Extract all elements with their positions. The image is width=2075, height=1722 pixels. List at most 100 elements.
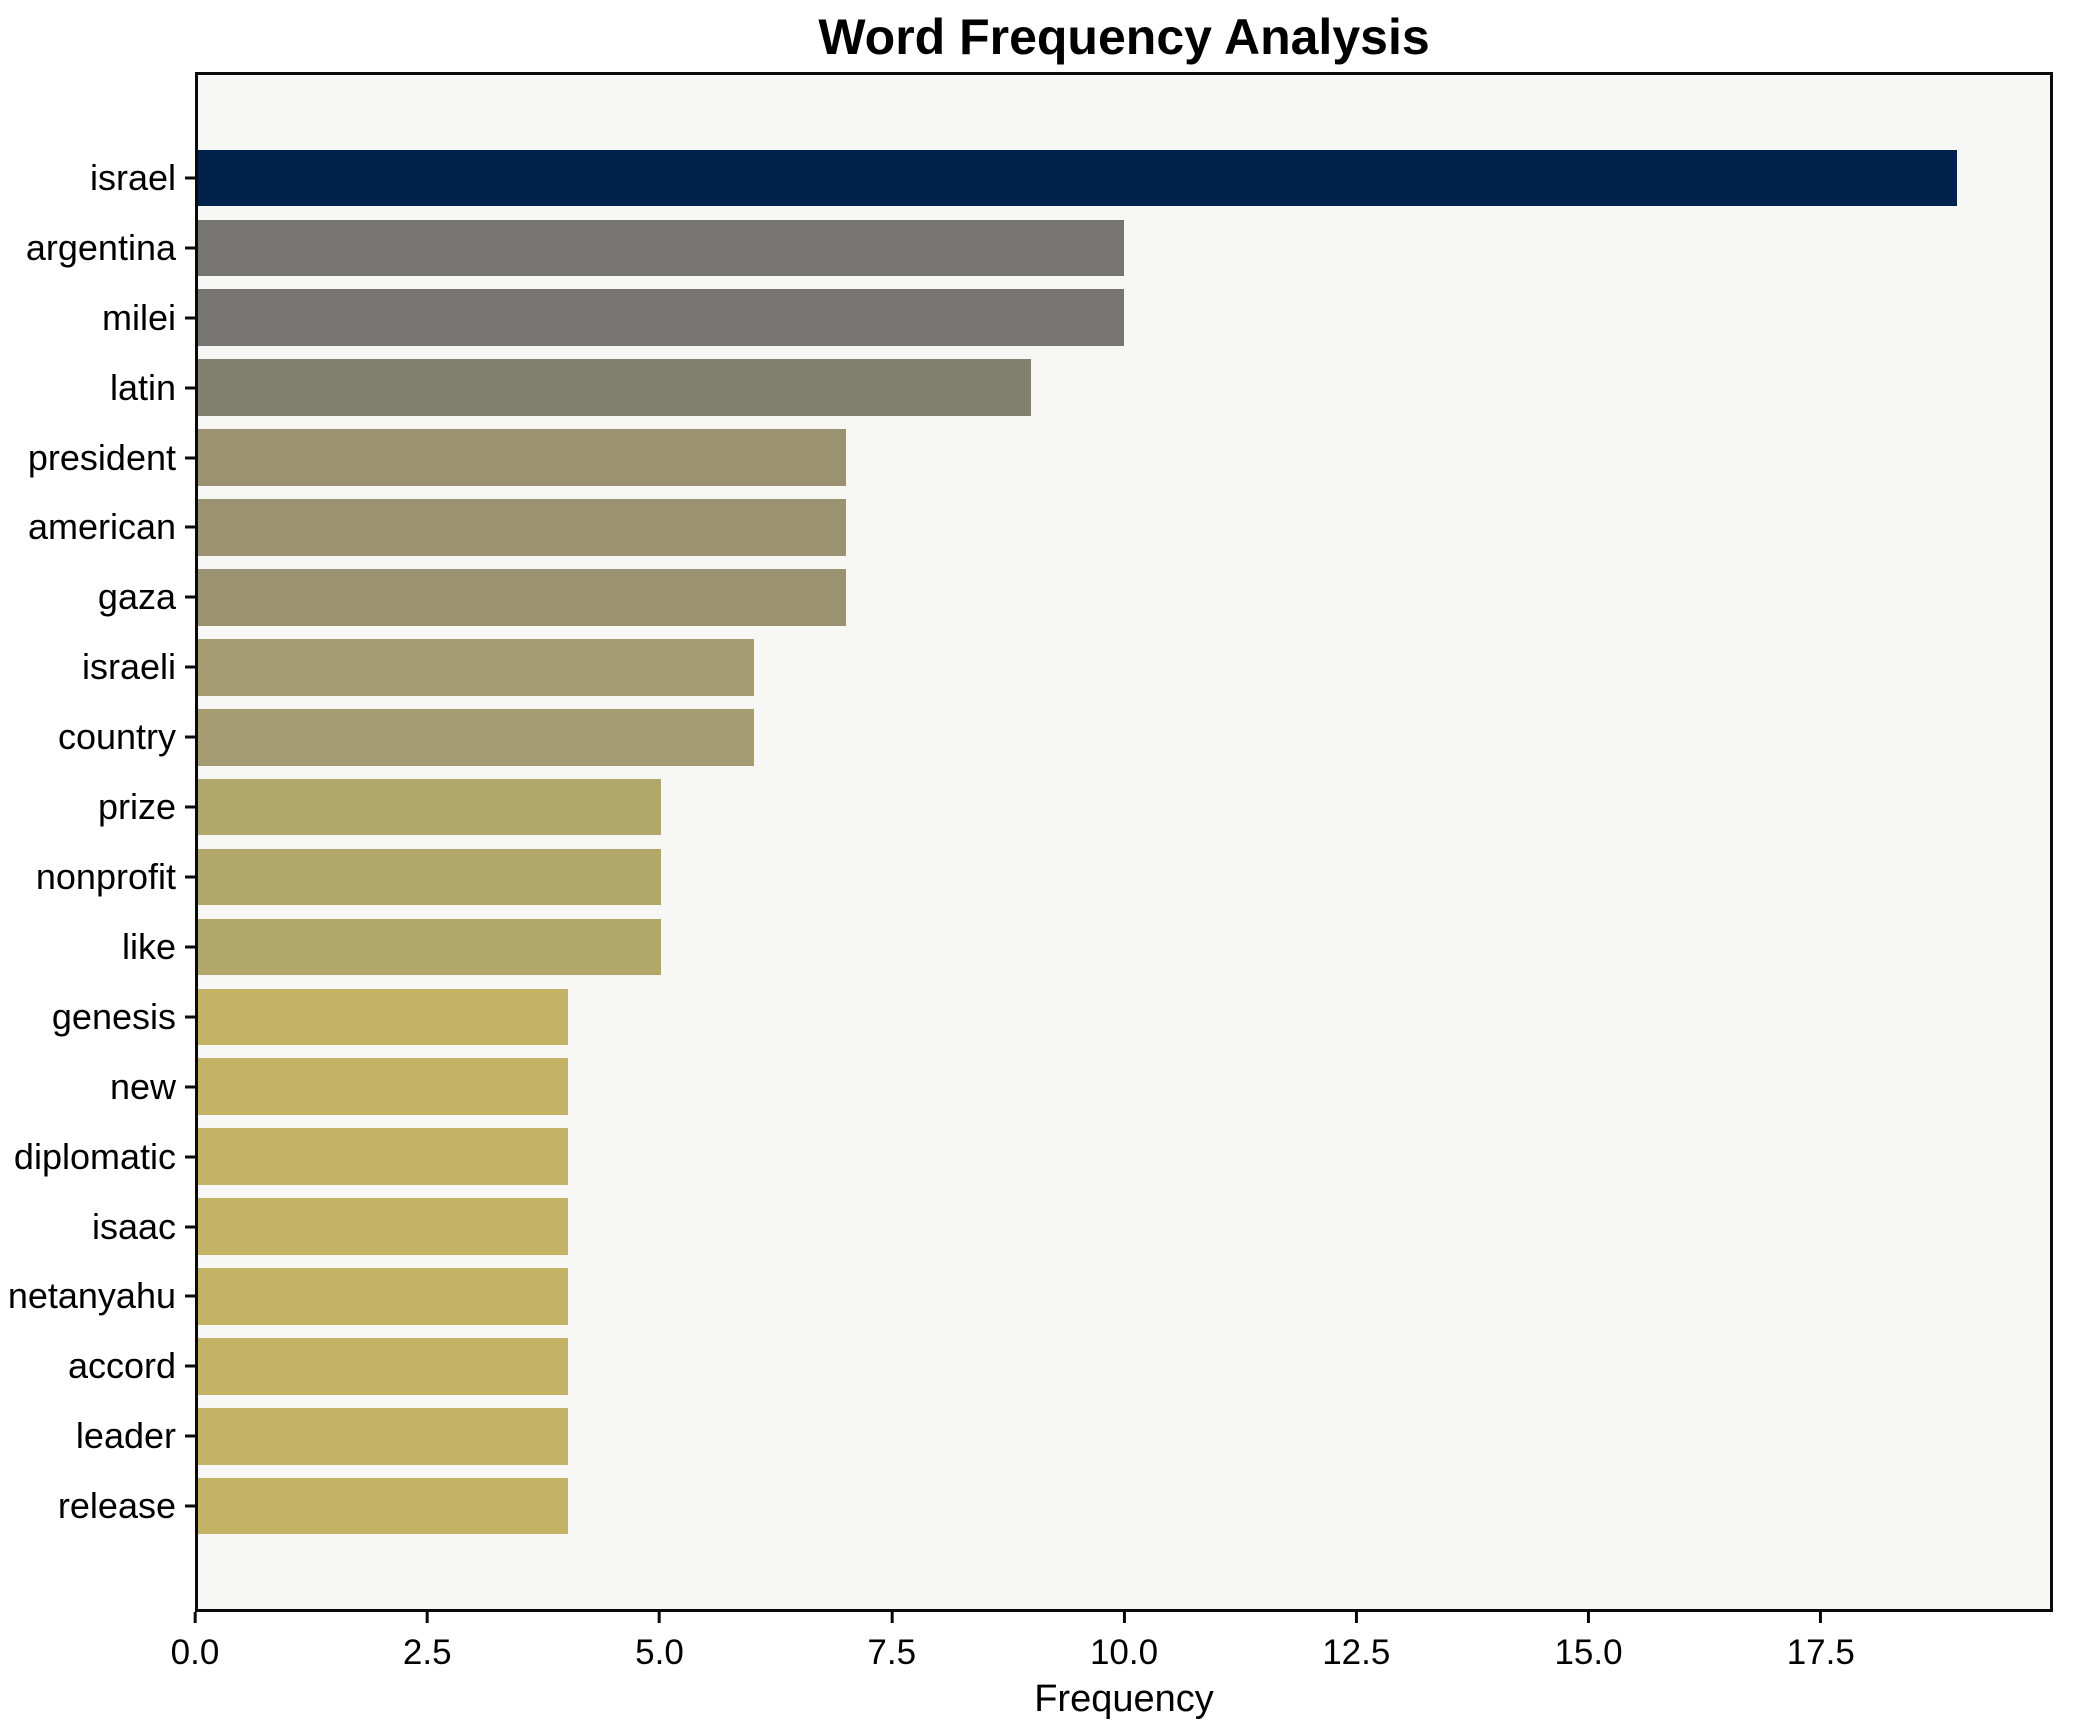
x-tick: 7.5 (867, 1612, 916, 1670)
bar-argentina (198, 219, 1124, 277)
bar-new (198, 1058, 569, 1116)
bar-israel (198, 149, 1958, 207)
y-tick-mark (185, 1155, 195, 1159)
x-tick-label: 5.0 (635, 1633, 684, 1672)
bar-netanyahu (198, 1268, 569, 1325)
y-tick-mark (185, 735, 195, 739)
y-tick-mark (185, 176, 195, 180)
y-tick-mark (185, 805, 195, 809)
y-tick-label: milei (101, 296, 176, 338)
bar-prize (198, 778, 661, 836)
x-tick: 0.0 (170, 1612, 220, 1672)
bar-row: milei (102, 283, 2050, 353)
y-tick-mark (185, 316, 195, 320)
y-tick-mark (185, 456, 195, 460)
bar-row: new (110, 1052, 2050, 1122)
x-tick-mark (890, 1612, 894, 1623)
bar-row: israeli (82, 632, 2050, 702)
bar-american (198, 499, 847, 556)
bars-container: israel argentina milei latin president americ… (8, 75, 2050, 1609)
y-tick-mark (185, 595, 195, 599)
bar-row: diplomatic (14, 1122, 2050, 1192)
y-tick-mark (185, 1225, 195, 1229)
x-tick-mark (1122, 1612, 1126, 1623)
y-tick-label: president (27, 436, 176, 478)
y-tick-mark (185, 875, 195, 879)
y-tick-mark (185, 386, 195, 390)
bar-row: netanyahu (8, 1262, 2050, 1332)
bar-isaac (198, 1198, 569, 1255)
y-tick-mark (185, 1364, 195, 1368)
y-tick-mark (185, 1015, 195, 1019)
y-tick-mark (185, 246, 195, 250)
x-tick-label: 2.5 (402, 1633, 452, 1672)
bar-release (198, 1477, 569, 1535)
y-tick-label: new (109, 1065, 176, 1107)
x-tick: 15.0 (1554, 1612, 1623, 1672)
x-tick-label: 7.5 (867, 1633, 917, 1672)
bar-israeli (198, 638, 754, 696)
y-tick-label: isaac (91, 1205, 176, 1247)
y-tick-label: nonprofit (35, 856, 176, 898)
y-tick-mark (185, 665, 195, 669)
bar-row: isaac (92, 1192, 2050, 1262)
y-tick-label: israel (89, 156, 176, 198)
bar-country (198, 708, 754, 766)
y-tick-label: diplomatic (13, 1135, 176, 1177)
bar-row: like (122, 912, 2050, 982)
bar-diplomatic (198, 1128, 569, 1185)
bar-row: israel (90, 143, 2050, 213)
y-tick-mark (185, 1085, 195, 1089)
bar-row: nonprofit (36, 842, 2050, 912)
bar-genesis (198, 988, 569, 1046)
bar-row: genesis (52, 982, 2050, 1052)
y-tick-label: genesis (51, 995, 176, 1037)
x-tick: 12.5 (1322, 1612, 1390, 1670)
y-tick-label: accord (67, 1345, 176, 1387)
y-tick-label: gaza (97, 576, 176, 618)
bar-milei (198, 289, 1124, 347)
bar-row: argentina (26, 213, 2050, 283)
y-tick-mark (185, 945, 195, 949)
bar-row: american (28, 493, 2050, 563)
x-tick-label: 15.0 (1554, 1633, 1623, 1672)
x-tick-mark (193, 1612, 197, 1623)
chart-title: Word Frequency Analysis (818, 9, 1430, 65)
y-tick-mark (185, 1504, 195, 1508)
bar-row: latin (110, 353, 2050, 423)
bar-row: country (58, 702, 2050, 772)
x-tick-label: 10.0 (1089, 1633, 1159, 1672)
bar-row: prize (98, 772, 2050, 842)
bar-president (198, 429, 847, 486)
bar-row: gaza (98, 562, 2050, 632)
bar-row: accord (68, 1331, 2050, 1401)
x-tick: 17.5 (1787, 1612, 1855, 1670)
x-tick-mark (658, 1612, 661, 1623)
x-tick: 10.0 (1090, 1612, 1158, 1670)
y-tick-label: israeli (81, 646, 176, 688)
y-tick-mark (185, 525, 195, 529)
x-tick-mark (425, 1612, 429, 1623)
y-tick-label: netanyahu (7, 1275, 176, 1317)
x-tick-mark (1354, 1612, 1358, 1623)
x-tick-label: 0.0 (170, 1633, 220, 1672)
x-tick-mark (1819, 1612, 1823, 1623)
y-tick-label: argentina (25, 226, 176, 268)
y-tick-mark (185, 1294, 195, 1298)
bar-like (198, 918, 661, 976)
bar-row: president (28, 423, 2050, 493)
x-tick-label: 17.5 (1786, 1633, 1855, 1672)
bar-nonprofit (198, 848, 661, 906)
x-tick-label: 12.5 (1322, 1633, 1391, 1672)
plot-area: israel argentina milei latin president americ… (8, 72, 2053, 1612)
bar-accord (198, 1338, 569, 1395)
bar-row: leader (76, 1401, 2050, 1471)
x-tick-mark (1587, 1612, 1590, 1623)
x-tick: 5.0 (635, 1612, 684, 1670)
bar-leader (198, 1407, 569, 1465)
bar-row: release (58, 1471, 2050, 1541)
y-tick-label: country (57, 716, 176, 758)
bar-gaza (198, 569, 847, 626)
x-tick: 2.5 (403, 1612, 452, 1670)
